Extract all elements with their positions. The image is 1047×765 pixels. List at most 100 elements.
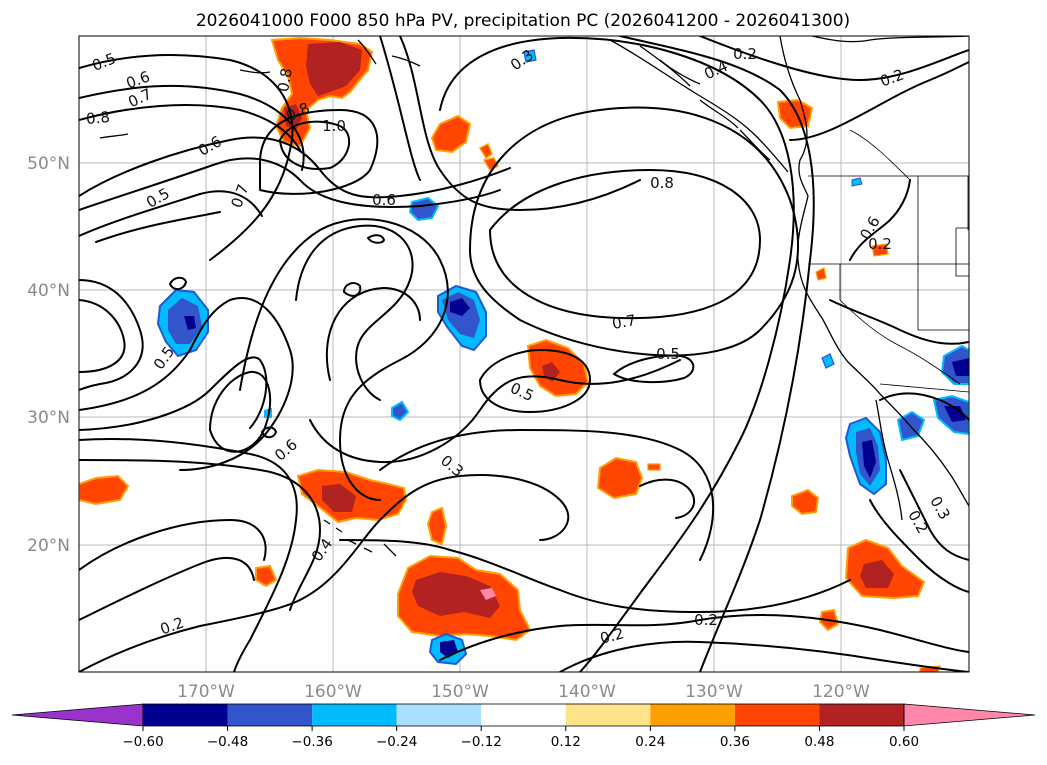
longitude-labels: 170°W 160°W 150°W 140°W 130°W 120°W	[177, 682, 870, 702]
pv-contour	[79, 556, 255, 621]
state-border	[839, 264, 961, 385]
us-mexico-border	[879, 383, 969, 393]
precip-pos-region	[776, 98, 814, 130]
map-frame	[78, 35, 970, 673]
coastline-segment	[357, 39, 421, 67]
pv-contour	[639, 478, 695, 519]
map-title: 2026041000 F000 850 hPa PV, precipitatio…	[196, 11, 850, 31]
lon-label: 150°W	[431, 682, 489, 702]
contour-label: 0.8	[650, 174, 674, 192]
state-border	[849, 129, 911, 181]
precip-pos-region	[871, 243, 889, 257]
pv-contour	[79, 299, 126, 373]
pv-contour	[79, 599, 301, 672]
pv-contours	[79, 36, 969, 672]
pv-contour	[79, 519, 267, 571]
pv-contour	[559, 640, 969, 672]
coastline-segment	[99, 69, 271, 139]
state-border	[917, 176, 969, 330]
colorbar-swatch	[565, 704, 651, 726]
contour-label: 1.0	[322, 117, 346, 135]
colorbar-tick-label: 0.24	[635, 734, 665, 750]
pv-contour	[343, 282, 362, 297]
precip-neg-region	[408, 196, 440, 222]
lon-label: 170°W	[177, 682, 235, 702]
precip-pos-region	[596, 456, 644, 500]
pv-contour	[299, 474, 570, 601]
precip-pos-region	[815, 267, 827, 281]
pv-contour	[259, 109, 379, 195]
precip-pos-region	[322, 484, 356, 512]
latitude-labels: 50°N 40°N 30°N 20°N	[27, 154, 70, 556]
precip-neg-region	[523, 49, 537, 63]
precip-pos-region	[430, 114, 472, 154]
pv-contour	[379, 36, 421, 181]
pv-contour	[79, 459, 321, 611]
precip-pos-region	[426, 506, 448, 546]
colorbar-swatch	[143, 704, 228, 726]
pv-contour	[619, 36, 815, 672]
pv-contour	[899, 469, 969, 561]
lon-label: 140°W	[558, 682, 616, 702]
pv-contour	[79, 136, 511, 199]
colorbar-extend-max	[903, 703, 1036, 727]
contour-label: 0.5	[656, 345, 680, 363]
pv-contour	[479, 349, 591, 413]
precip-neg-region	[391, 400, 410, 422]
pv-contour	[279, 120, 350, 170]
pv-contour	[829, 299, 969, 345]
precip-neg-region	[821, 353, 835, 369]
colorbar-tick-label: −0.48	[207, 734, 248, 750]
precip-pos-region	[860, 560, 894, 588]
alaska-panhandle-coast	[609, 39, 789, 173]
precip-pos-region	[255, 564, 278, 588]
colorbar-swatch	[312, 704, 397, 726]
colorbar: −0.60 −0.48 −0.36 −0.24 −0.12 0.12 0.24 0.36 0.4…	[11, 703, 1036, 750]
precip-pos-region	[647, 463, 661, 471]
contour-label: 0.2	[598, 624, 626, 648]
pv-contour	[379, 429, 715, 561]
precip-pos-region	[791, 488, 820, 516]
colorbar-swatch	[734, 704, 820, 726]
pv-contour	[339, 539, 851, 613]
pv-contour	[79, 53, 294, 261]
lat-label: 30°N	[27, 408, 70, 428]
colorbar-extend-min	[11, 703, 144, 727]
contour-label: 0.7	[611, 311, 638, 333]
colorbar-swatch	[396, 704, 482, 726]
pv-contour	[95, 211, 221, 243]
precip-pos-region	[412, 572, 500, 618]
colorbar-tick-label: −0.12	[461, 734, 502, 750]
precip-neg-region	[168, 298, 202, 344]
colorbar-tick-label: −0.36	[291, 734, 332, 750]
lat-label: 50°N	[27, 154, 70, 174]
colorbar-tick-label: −0.24	[376, 734, 417, 750]
colorbar-swatch	[819, 704, 904, 726]
pv-contour	[489, 169, 761, 320]
borders	[808, 129, 969, 393]
colorbar-swatch	[227, 704, 313, 726]
pv-contour	[869, 499, 969, 593]
pv-contour	[367, 234, 385, 244]
lon-label: 120°W	[812, 682, 870, 702]
map-background	[79, 36, 969, 672]
precip-pos-region	[79, 474, 130, 506]
pv-contour	[79, 84, 305, 171]
colorbar-frame	[142, 703, 905, 727]
contour-label: 0.2	[733, 45, 757, 63]
pv-contour	[849, 179, 911, 261]
pv-contour	[79, 356, 268, 431]
colorbar-tick-label: −0.60	[122, 734, 163, 750]
colorbar-swatch	[481, 704, 566, 726]
pv-contour	[325, 287, 421, 381]
hawaiian-islands	[323, 519, 397, 557]
north-america-west-coast	[779, 36, 969, 507]
pv-contour	[439, 36, 795, 672]
pv-contour	[309, 359, 681, 464]
coastline-segment	[639, 45, 771, 161]
pv-contour	[295, 224, 414, 401]
precip-pos-region	[306, 42, 362, 96]
contour-label: 0.8	[274, 67, 296, 94]
precip-neg-region	[862, 440, 876, 478]
